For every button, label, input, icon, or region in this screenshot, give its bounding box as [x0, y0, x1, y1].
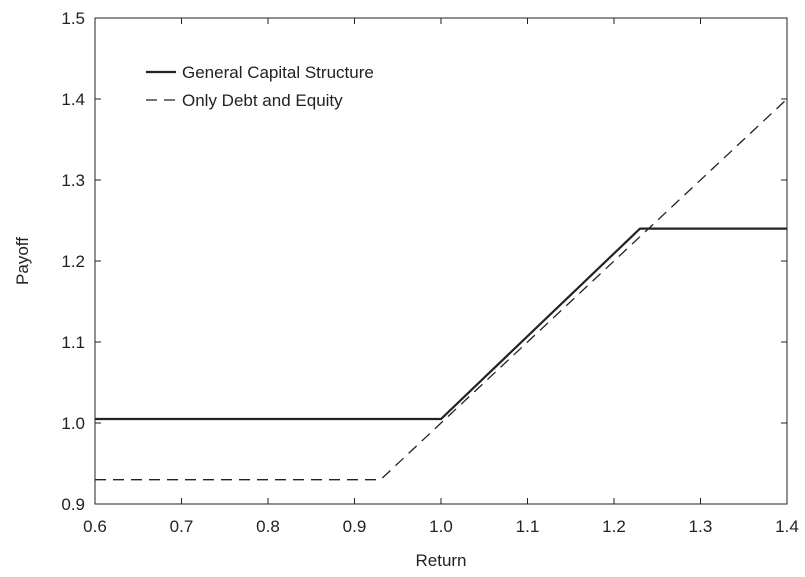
y-tick-label: 1.0	[61, 414, 85, 433]
y-tick-label: 1.1	[61, 333, 85, 352]
series-line-general-capital-structure	[95, 227, 787, 421]
y-axis-label: Payoff	[13, 237, 32, 285]
legend-label: Only Debt and Equity	[182, 91, 343, 110]
x-tick-label: 1.1	[516, 517, 540, 536]
y-tick-label: 1.3	[61, 171, 85, 190]
x-tick-label: 1.3	[689, 517, 713, 536]
y-axis-ticks: 0.9 1.0 1.1 1.2 1.3 1.4 1.5	[61, 9, 787, 514]
x-tick-label: 0.6	[83, 517, 107, 536]
series-line-only-debt-and-equity	[95, 98, 788, 481]
x-tick-label: 0.7	[170, 517, 194, 536]
y-tick-label: 1.4	[61, 90, 85, 109]
x-axis-ticks: 0.6 0.7 0.8 0.9 1.0 1.1 1.2 1.3 1.4	[83, 18, 799, 536]
x-tick-label: 1.0	[429, 517, 453, 536]
series-layer	[95, 98, 788, 481]
x-tick-label: 1.2	[602, 517, 626, 536]
x-axis-label: Return	[415, 551, 466, 570]
y-tick-label: 0.9	[61, 495, 85, 514]
x-tick-label: 0.9	[343, 517, 367, 536]
x-tick-label: 0.8	[256, 517, 280, 536]
legend-label: General Capital Structure	[182, 63, 374, 82]
x-tick-label: 1.4	[775, 517, 799, 536]
y-tick-label: 1.5	[61, 9, 85, 28]
y-tick-label: 1.2	[61, 252, 85, 271]
legend: General Capital Structure Only Debt and E…	[146, 63, 374, 110]
